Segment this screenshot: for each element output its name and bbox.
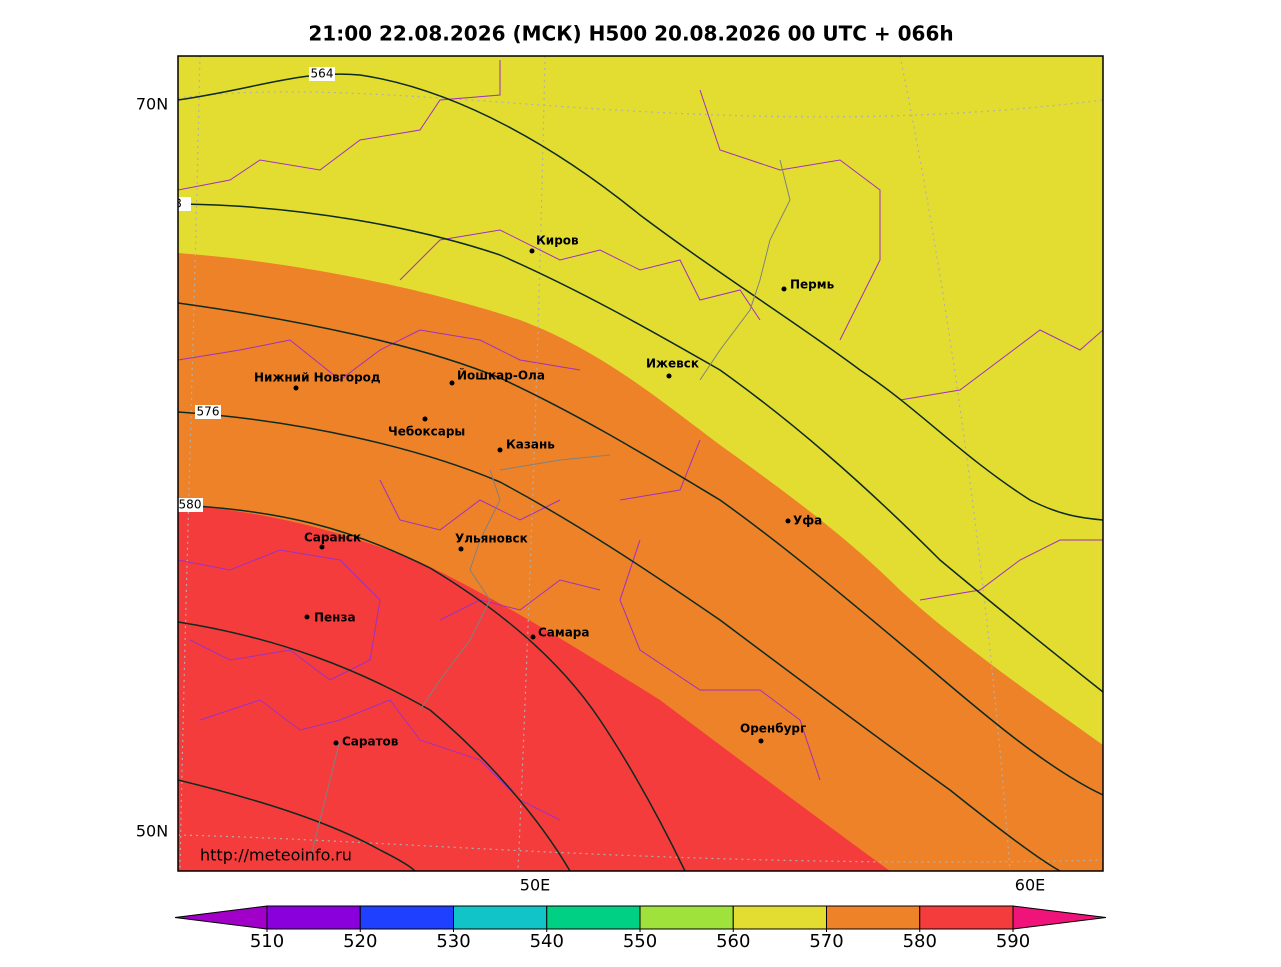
borders (178, 60, 1103, 821)
map-area: 564 8 576 580 Киров Пермь Нижний Новгород Йошк… (174, 56, 1103, 871)
source-url: http://meteoinfo.ru (200, 846, 352, 865)
colorbar-tick-label: 550 (623, 931, 657, 952)
lon-label: 50E (520, 876, 550, 895)
city-label: Нижний Новгород (254, 371, 381, 385)
colorbar-segment (359, 905, 454, 930)
city-label: Чебоксары (388, 425, 465, 439)
contour-label: 564 (311, 67, 334, 81)
colorbar: 510 520 530 540 550 560 570 580 590 (174, 905, 1107, 952)
city-dot (422, 416, 428, 422)
city-label: Саратов (342, 735, 399, 749)
colorbar-segment (732, 905, 827, 930)
city-label: Йошкар-Ола (457, 368, 545, 383)
city-dot (319, 544, 325, 550)
map-frame (177, 55, 1104, 872)
contour-label-bg (309, 67, 335, 81)
city-label: Пермь (790, 278, 835, 292)
city-dot (758, 738, 764, 744)
colorbar-tick-label: 530 (436, 931, 470, 952)
city-dot (293, 385, 299, 391)
city-dot (497, 447, 503, 453)
fill-red (178, 505, 890, 871)
city-label: Саранск (304, 531, 361, 545)
contour-label: 576 (197, 405, 220, 419)
city-dot (666, 373, 672, 379)
contour-label-bg (178, 498, 203, 512)
contour-label: 8 (174, 197, 182, 211)
colorbar-extend (174, 905, 268, 930)
title: 21:00 22.08.2026 (МСК) H500 20.08.2026 0… (308, 22, 953, 46)
colorbar-segment (266, 905, 361, 930)
colorbar-tick-label: 510 (250, 931, 284, 952)
city-dot (529, 248, 535, 254)
colorbar-segment (639, 905, 734, 930)
lon-label: 60E (1015, 876, 1045, 895)
contours (178, 73, 1103, 871)
colorbar-segment (826, 905, 921, 930)
contour-label-bg (178, 197, 191, 211)
city-dot (449, 380, 455, 386)
colorbar-segment (453, 905, 548, 930)
lat-label: 50N (136, 822, 168, 841)
colorbar-tick-label: 520 (343, 931, 377, 952)
city-label: Киров (536, 234, 579, 248)
city-dot (785, 518, 791, 524)
city-dot (781, 286, 787, 292)
city-label: Ульяновск (455, 532, 528, 546)
city-label: Казань (506, 438, 555, 452)
colorbar-tick-label: 560 (716, 931, 750, 952)
colorbar-extend (1012, 905, 1107, 930)
lat-label: 70N (136, 95, 168, 114)
colorbar-segment (919, 905, 1014, 930)
colorbar-tick-label: 570 (809, 931, 843, 952)
city-label: Уфа (793, 514, 822, 528)
city-dot (304, 614, 310, 620)
city-label: Пенза (314, 611, 356, 625)
rivers (309, 159, 791, 861)
city-dot (530, 634, 536, 640)
contour-label: 580 (179, 498, 202, 512)
city-dot (458, 546, 464, 552)
colorbar-segment (546, 905, 641, 930)
contour-label-bg (195, 405, 221, 419)
colorbar-tick-label: 580 (903, 931, 937, 952)
city-label: Оренбург (740, 722, 806, 736)
colorbar-tick-label: 590 (996, 931, 1030, 952)
city-dot (333, 740, 339, 746)
city-label: Ижевск (646, 357, 699, 371)
city-label: Самара (538, 626, 590, 640)
colorbar-tick-label: 540 (530, 931, 564, 952)
